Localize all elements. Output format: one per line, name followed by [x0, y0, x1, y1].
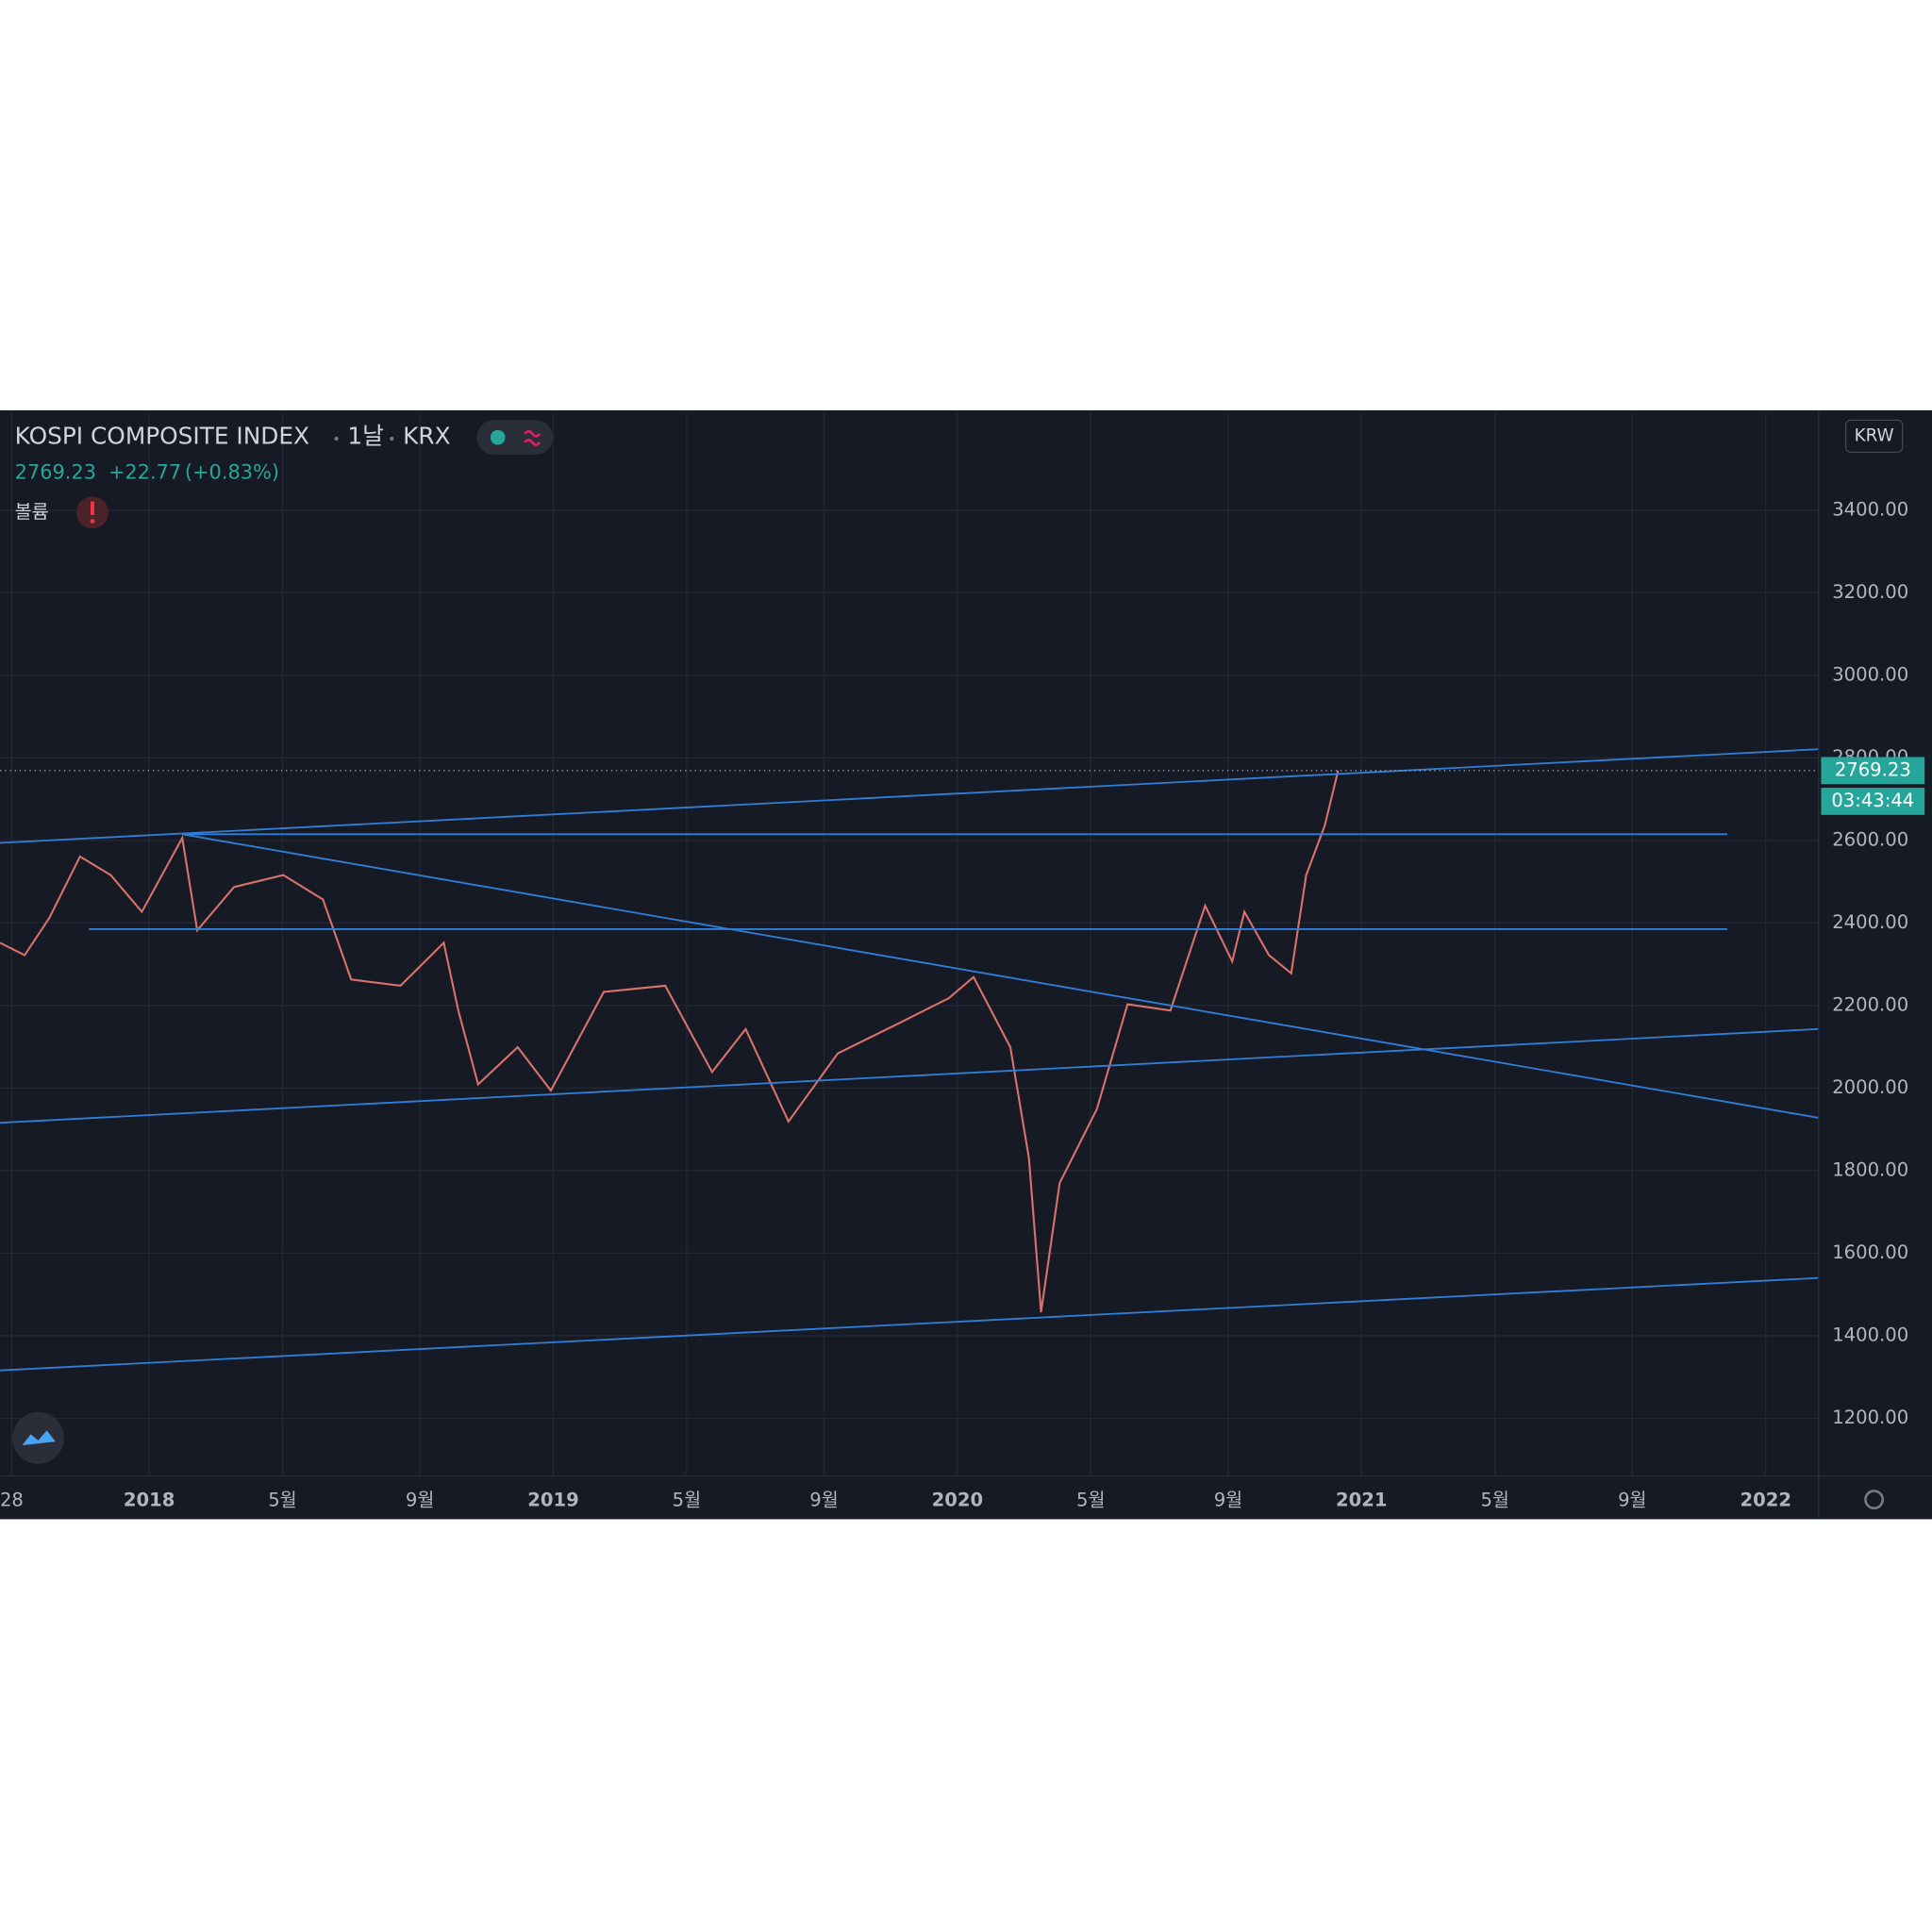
- x-tick-label: 28: [0, 1489, 24, 1510]
- separator: [390, 436, 394, 441]
- logo-icon: [22, 1430, 56, 1446]
- grid: [0, 412, 1819, 1476]
- exchange: KRX: [403, 423, 450, 450]
- symbol-title: KOSPI COMPOSITE INDEX: [15, 423, 309, 450]
- y-tick-label: 3000.00: [1832, 663, 1908, 685]
- currency-box[interactable]: [1844, 419, 1904, 453]
- x-tick-label: 5월: [673, 1489, 701, 1510]
- interval: 1날: [347, 423, 384, 450]
- volume-label: 볼륨: [15, 501, 49, 523]
- trend-line: [0, 1276, 1819, 1372]
- x-tick-label: 5월: [1076, 1489, 1105, 1510]
- last-price: 2769.23: [15, 461, 96, 484]
- price-change: +22.77: [108, 461, 181, 484]
- x-tick-label: 9월: [406, 1489, 434, 1510]
- x-tick-label: 5월: [268, 1489, 296, 1510]
- y-tick-label: 2200.00: [1832, 993, 1908, 1015]
- warning-mark: [91, 501, 94, 515]
- x-tick-label: 5월: [1480, 1489, 1508, 1510]
- x-tick-label: 9월: [1618, 1489, 1646, 1510]
- axes: 1200.00 1400.00 1600.00 1800.00 2000.00 2200.…: [0, 498, 1925, 1510]
- x-tick-label: 2019: [527, 1489, 579, 1510]
- currency: KRW: [1855, 425, 1894, 445]
- y-tick-label: 2400.00: [1832, 911, 1908, 933]
- y-tick-label: 3400.00: [1832, 498, 1908, 520]
- y-tick-label: 2000.00: [1832, 1076, 1908, 1098]
- trend-line: [0, 748, 1819, 844]
- x-tick-label: 9월: [1214, 1489, 1242, 1510]
- warning-dot: [90, 519, 95, 524]
- price-change-percent: (+0.83%): [185, 461, 279, 484]
- trend-line: [182, 833, 1819, 1119]
- x-tick-label: 9월: [809, 1489, 838, 1510]
- separator: [334, 436, 339, 441]
- delay-icon: [524, 429, 541, 446]
- x-tick-label: 2020: [932, 1489, 983, 1510]
- y-tick-label: 1800.00: [1832, 1158, 1908, 1180]
- price-line: [0, 770, 1340, 1313]
- chart-background: [0, 409, 1932, 1520]
- y-tick-label: 1200.00: [1832, 1407, 1908, 1428]
- y-tick-label: 1600.00: [1832, 1241, 1908, 1263]
- countdown-tag: [1821, 788, 1925, 815]
- logo-button[interactable]: [12, 1411, 64, 1464]
- settings-icon[interactable]: [1864, 1490, 1885, 1509]
- market-open-dot: [490, 429, 506, 445]
- x-tick-label: 2021: [1336, 1489, 1388, 1510]
- y-tick-label: 2600.00: [1832, 828, 1908, 850]
- plot: [0, 748, 1819, 1372]
- status-pill[interactable]: [476, 420, 554, 455]
- countdown-text: 03:43:44: [1831, 790, 1914, 811]
- trend-line: [0, 1027, 1819, 1124]
- last-price-tag-text: 2769.23: [1835, 758, 1911, 780]
- x-tick-label: 2018: [124, 1489, 175, 1510]
- last-price-tag: [1821, 757, 1925, 785]
- x-tick-label: 2022: [1740, 1489, 1791, 1510]
- y-tick-label: 3200.00: [1832, 581, 1908, 603]
- y-tick-label: 1400.00: [1832, 1324, 1908, 1345]
